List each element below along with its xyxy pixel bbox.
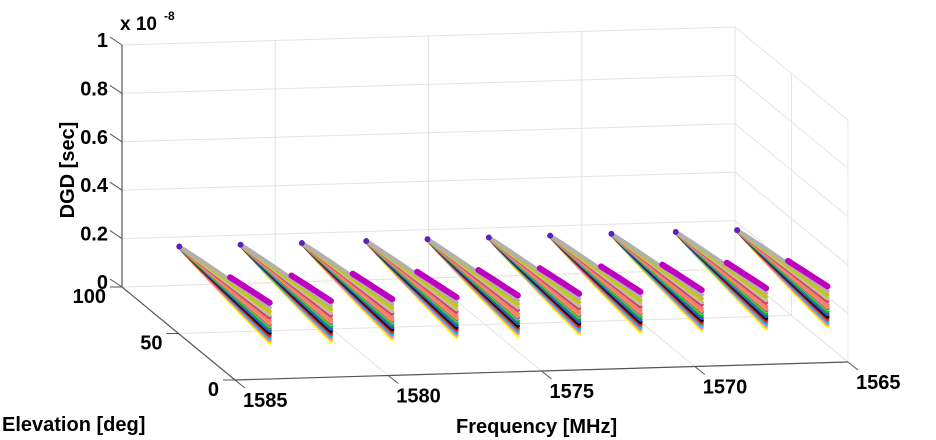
grid-line-side-z xyxy=(734,75,849,169)
x-tick xyxy=(234,379,246,389)
tip-marker xyxy=(485,234,492,241)
x-tick xyxy=(694,366,706,375)
z-tick xyxy=(109,133,123,143)
exponent-label: x 10 xyxy=(120,14,157,35)
z-tick-label: 0.6 xyxy=(80,127,108,149)
series-line xyxy=(238,242,333,308)
tip-marker xyxy=(176,243,183,250)
z-tick xyxy=(109,278,123,288)
grid-line-side-z xyxy=(734,26,849,121)
series-line xyxy=(299,241,395,306)
tip-marker xyxy=(672,228,679,235)
series-line xyxy=(598,263,644,295)
axes xyxy=(109,36,859,389)
grid-line-back-z xyxy=(121,171,736,191)
z-tick xyxy=(109,84,123,94)
y-tick-label: 100 xyxy=(73,286,106,308)
grid-line-back-z xyxy=(121,26,736,46)
tip-marker xyxy=(237,241,244,248)
grid-line-side-z xyxy=(734,123,849,218)
z-tick-label: 0.2 xyxy=(80,224,108,246)
grid-line-back-z xyxy=(121,74,736,94)
z-tick-label: 1 xyxy=(97,30,108,52)
series-line xyxy=(723,259,770,292)
z-tick-label: 0.4 xyxy=(80,175,109,197)
series-line xyxy=(227,274,273,306)
series-line xyxy=(659,261,705,294)
series-line xyxy=(548,233,643,299)
series-line xyxy=(486,235,582,301)
series-line xyxy=(673,230,769,296)
x-tick xyxy=(847,361,859,371)
z-tick xyxy=(109,36,123,46)
tick-labels: 0 0.2 0.4 0.6 0.8 1 0 50 100 1585 1580 1575 1570 1565 xyxy=(73,30,901,412)
tip-marker xyxy=(424,236,431,243)
series-line xyxy=(785,257,831,290)
x-tick xyxy=(387,375,399,384)
series-line xyxy=(536,265,583,297)
grid-line-back-z xyxy=(121,123,736,143)
x-tick-label: 1580 xyxy=(396,386,441,408)
y-tick-label: 50 xyxy=(140,333,162,355)
grid-line-back-z xyxy=(121,220,736,240)
grid-line-side-z xyxy=(734,171,849,266)
x-tick-label: 1585 xyxy=(243,390,288,412)
tip-marker xyxy=(363,238,370,245)
grid-lines xyxy=(121,26,849,381)
y-tick-label: 0 xyxy=(208,379,219,401)
tip-marker xyxy=(608,230,615,237)
y-axis-label: Elevation [deg] xyxy=(2,414,145,436)
z-tick xyxy=(109,181,123,191)
series-line xyxy=(177,244,272,310)
x-tick xyxy=(541,370,552,380)
z-tick-label: 0 xyxy=(97,272,108,294)
z-tick xyxy=(109,230,123,240)
series-line xyxy=(425,237,520,303)
x-tick-label: 1575 xyxy=(550,381,595,403)
x-tick-label: 1565 xyxy=(856,372,901,394)
series-lines xyxy=(176,227,831,345)
z-axis-label: DGD [sec] xyxy=(57,122,79,219)
series-line xyxy=(735,228,830,294)
series-line xyxy=(288,272,334,304)
series-line xyxy=(475,267,521,299)
tip-marker xyxy=(734,227,741,234)
x-tick-label: 1570 xyxy=(703,377,748,399)
z-tick-label: 0.8 xyxy=(80,78,108,100)
exponent-power: -8 xyxy=(164,9,175,23)
series-line xyxy=(364,239,459,305)
tip-marker xyxy=(547,232,554,239)
x-axis-label: Frequency [MHz] xyxy=(456,416,617,438)
series-line xyxy=(609,231,704,297)
tip-marker xyxy=(298,239,305,246)
series-line xyxy=(414,268,460,301)
series-line xyxy=(349,270,396,303)
